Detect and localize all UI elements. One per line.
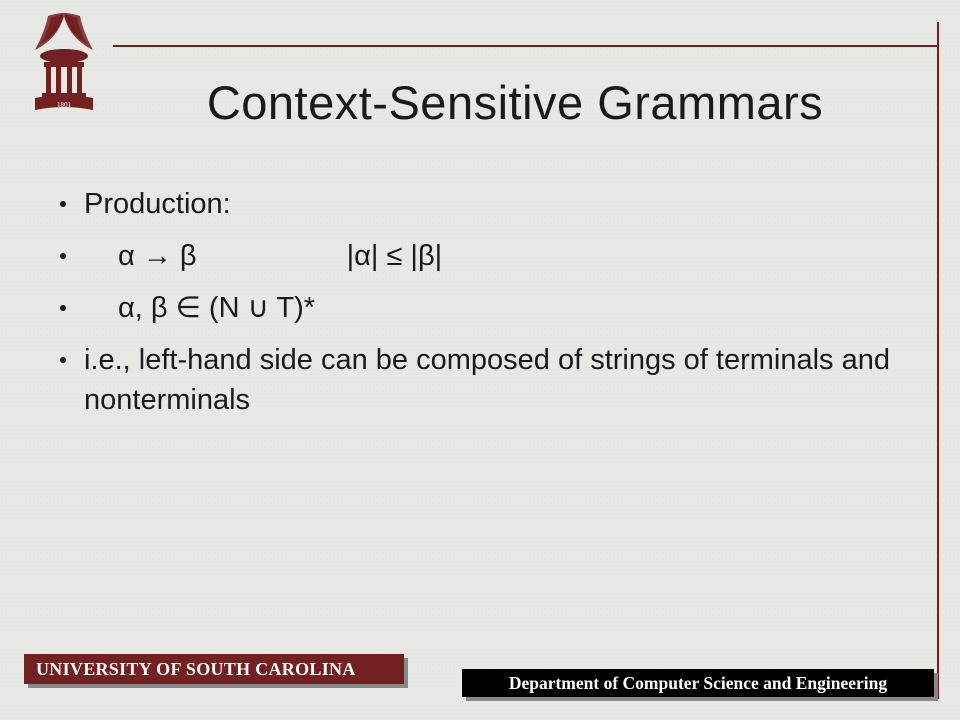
bullet-text: i.e., left-hand side can be composed of …	[84, 341, 890, 419]
bullet-dot	[60, 305, 66, 311]
bullet-dot	[60, 201, 66, 207]
bullet-text: α → β|α| ≤ |β|	[84, 237, 442, 276]
bullet-text: Production:	[84, 185, 231, 224]
footer-university-bar: UNIVERSITY OF SOUTH CAROLINA	[24, 654, 404, 684]
university-logo: 1801	[20, 10, 108, 118]
bullet-item: i.e., left-hand side can be composed of …	[60, 341, 890, 419]
bullet-dot	[60, 357, 66, 363]
footer-department-bar: Department of Computer Science and Engin…	[462, 669, 934, 697]
bullet-item: α, β ∈ (N ∪ T)*	[60, 289, 890, 328]
frame-top-line	[113, 45, 939, 47]
slide-title: Context-Sensitive Grammars	[130, 75, 900, 130]
bullet-item: α → β|α| ≤ |β|	[60, 237, 890, 276]
footer-university: UNIVERSITY OF SOUTH CAROLINA	[24, 654, 404, 684]
slide-content: Production: α → β|α| ≤ |β| α, β ∈ (N ∪ T…	[60, 185, 890, 433]
bullet-text: α, β ∈ (N ∪ T)*	[84, 289, 315, 328]
frame-right-line	[937, 22, 939, 699]
bullet-dot	[60, 253, 66, 259]
bullet-item: Production:	[60, 185, 890, 224]
svg-text:1801: 1801	[57, 101, 72, 109]
footer-department: Department of Computer Science and Engin…	[462, 669, 934, 697]
